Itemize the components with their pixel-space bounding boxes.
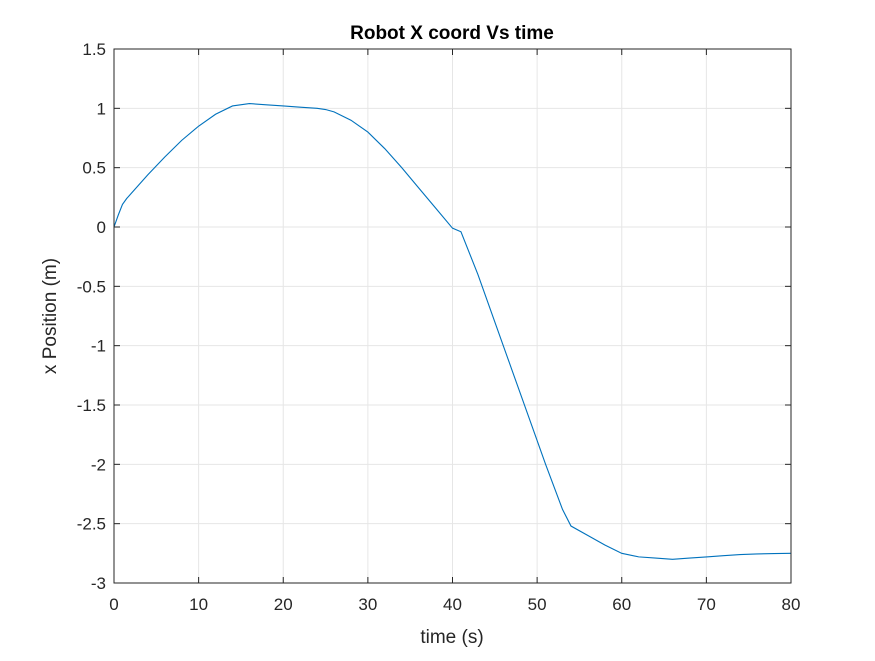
y-tick-label: -2 <box>91 455 106 474</box>
y-tick-label: 0.5 <box>82 159 106 178</box>
x-tick-label: 20 <box>274 595 293 614</box>
x-tick-label: 10 <box>189 595 208 614</box>
x-tick-label: 80 <box>782 595 801 614</box>
x-tick-label: 30 <box>358 595 377 614</box>
x-tick-label: 0 <box>109 595 118 614</box>
x-tick-label: 40 <box>443 595 462 614</box>
x-tick-label: 60 <box>612 595 631 614</box>
y-ticks: -3 -2.5 -2 -1.5 -1 -0.5 0 0.5 1 1.5 <box>77 40 791 593</box>
y-tick-label: 0 <box>97 218 106 237</box>
y-axis-label: x Position (m) <box>40 258 61 374</box>
y-tick-label: -1 <box>91 337 106 356</box>
y-tick-label: -0.5 <box>77 277 106 296</box>
y-tick-label: 1 <box>97 99 106 118</box>
chart-title: Robot X coord Vs time <box>350 23 554 44</box>
y-tick-label: -3 <box>91 574 106 593</box>
x-tick-label: 70 <box>697 595 716 614</box>
x-ticks: 0 10 20 30 40 50 60 70 80 <box>109 49 800 614</box>
y-tick-label: -1.5 <box>77 396 106 415</box>
x-axis-label: time (s) <box>420 627 483 648</box>
y-tick-label: -2.5 <box>77 515 106 534</box>
series-line <box>113 103 792 560</box>
y-tick-label: 1.5 <box>82 40 106 59</box>
x-tick-label: 50 <box>528 595 547 614</box>
